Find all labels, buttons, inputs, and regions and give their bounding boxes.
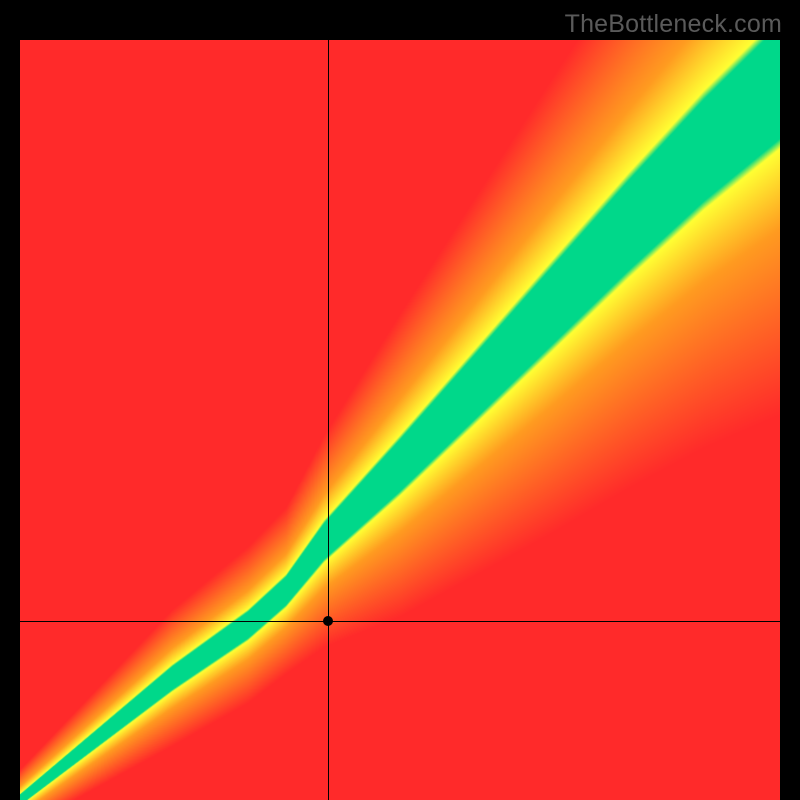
crosshair-horizontal [20,621,780,622]
heatmap-canvas [20,40,780,800]
heatmap-chart [20,40,780,800]
watermark-text: TheBottleneck.com [565,10,782,39]
crosshair-marker-dot [323,616,333,626]
crosshair-vertical [328,40,329,800]
